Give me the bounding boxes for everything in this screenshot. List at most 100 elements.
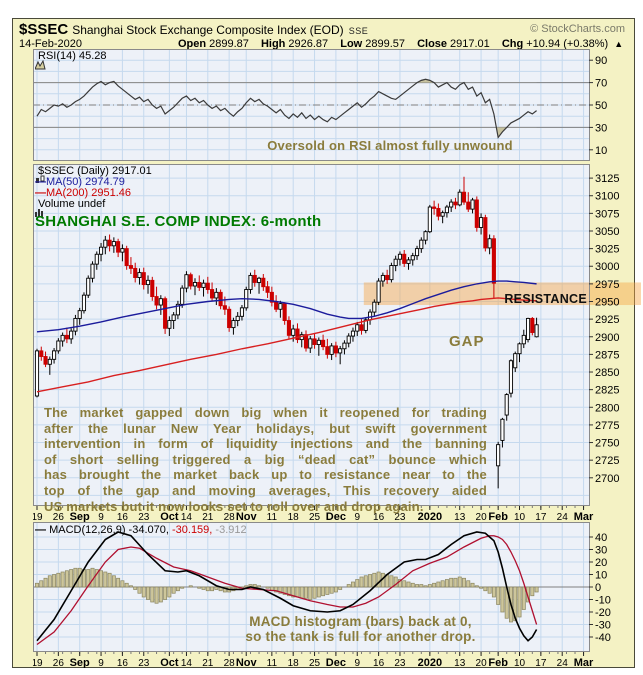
svg-text:2750: 2750 [595,438,619,450]
svg-text:9: 9 [354,512,360,522]
svg-text:3000: 3000 [595,261,619,273]
svg-text:18: 18 [288,658,300,668]
symbol: $SSEC [19,21,69,38]
svg-text:24: 24 [557,658,569,668]
chart-title: Shanghai Stock Exchange Composite Index … [72,23,344,37]
exchange: SSE [348,26,369,36]
svg-text:Oct: Oct [160,657,179,668]
svg-text:3100: 3100 [595,191,619,203]
svg-text:25: 25 [309,658,321,668]
svg-text:19: 19 [33,512,43,522]
rsi-legend-label: RSI(14) 45.28 [38,50,107,62]
svg-text:2850: 2850 [595,367,619,379]
high-label: High [260,38,286,50]
rsi-legend: RSI(14) 45.28 [35,50,107,70]
svg-text:10: 10 [595,145,607,157]
commentary-line: US markets but it now looks set to roll … [44,498,424,514]
close-value: 2917.01 [450,38,490,50]
close-label: Close [417,38,448,50]
svg-text:14: 14 [181,512,193,522]
svg-text:2800: 2800 [595,402,619,414]
svg-text:Nov: Nov [236,657,258,668]
macd-annotation: MACD histogram (bars) back at 0, so the … [218,614,503,644]
svg-text:Sep: Sep [70,511,90,522]
low-label: Low [340,38,363,50]
resistance-label: RESISTANCE [504,292,587,306]
svg-text:24: 24 [557,512,569,522]
svg-text:28: 28 [224,658,236,668]
svg-text:9: 9 [354,658,360,668]
svg-text:11: 11 [267,658,278,668]
svg-text:25: 25 [309,512,321,522]
svg-text:21: 21 [202,658,214,668]
svg-text:2775: 2775 [595,420,619,432]
svg-text:23: 23 [394,512,406,522]
svg-text:14: 14 [181,658,193,668]
svg-text:-10: -10 [595,595,611,607]
commentary-line: after the lunar New Year holidays, but s… [44,420,487,436]
svg-text:Nov: Nov [236,511,258,522]
svg-text:16: 16 [373,658,385,668]
svg-text:30: 30 [595,545,607,557]
rsi-annotation: Oversold on RSI almost fully unwound [267,138,513,153]
svg-text:16: 16 [117,512,129,522]
svg-text:-20: -20 [595,607,611,619]
svg-text:Feb: Feb [488,511,508,522]
svg-text:10: 10 [514,658,526,668]
chart-header: $SSEC Shanghai Stock Exchange Composite I… [19,21,629,38]
svg-text:2020: 2020 [418,511,442,522]
commentary-line: has brought the market back up to resist… [44,467,487,483]
price-legend-text: $SSEC (Daily) 2917.01 [38,165,152,177]
svg-text:30: 30 [595,122,607,134]
ohlc-row: Open 2899.87 High 2926.87 Low 2899.57 Close… [169,38,623,50]
svg-text:3025: 3025 [595,244,619,256]
svg-text:3075: 3075 [595,208,619,220]
svg-text:2725: 2725 [595,455,619,467]
chart-annotation-title: SHANGHAI S.E. COMP INDEX: 6-month [35,213,322,230]
ma200-swatch: — [35,187,46,199]
open-value: 2899.87 [209,38,249,50]
chg-value: +10.94 (+0.38%) [526,38,609,50]
svg-text:3050: 3050 [595,226,619,238]
signal-value: -30.159, [171,524,213,536]
svg-text:3125: 3125 [595,173,619,185]
svg-text:Sep: Sep [70,657,90,668]
svg-text:16: 16 [373,512,385,522]
svg-text:2700: 2700 [595,473,619,485]
svg-text:10: 10 [514,512,526,522]
macd-line-swatch: — [35,524,46,536]
svg-text:Dec: Dec [326,511,346,522]
macd-legend-name: MACD(12,26,9) [49,524,126,536]
svg-text:23: 23 [138,512,150,522]
svg-text:20: 20 [476,512,488,522]
svg-text:23: 23 [138,658,150,668]
ma50-legend-text: MA(50) 2974.79 [46,176,125,188]
svg-text:11: 11 [267,512,278,522]
svg-text:13: 13 [454,512,466,522]
price-legend-symbol: $SSEC (Daily) 2917.01 [35,165,152,183]
ma50-swatch: — [35,176,46,188]
svg-text:Dec: Dec [326,657,346,668]
macd-annotation-line: MACD histogram (bars) back at 0, [249,614,472,629]
svg-text:90: 90 [595,55,607,67]
svg-text:26: 26 [53,658,65,668]
price-panel: 3125 3100 3075 3050 3025 3000 2975 2950 2925 2900… [33,164,641,506]
ma200-legend: —MA(200) 2951.46 [35,188,131,199]
ma200-legend-text: MA(200) 2951.46 [46,187,131,199]
svg-text:2950: 2950 [595,297,619,309]
svg-text:19: 19 [33,658,43,668]
macd-value: -34.070, [128,524,169,536]
svg-text:Oct: Oct [160,511,179,522]
market-commentary: The market gapped down big when it reope… [44,405,487,514]
quote-line: 14-Feb-2020 Open 2899.87 High 2926.87 Low 2… [19,38,629,53]
gap-label: GAP [449,333,485,350]
svg-text:Mar: Mar [574,657,594,668]
svg-text:23: 23 [394,658,406,668]
svg-text:16: 16 [117,658,129,668]
macd-annotation-line: so the tank is full for another drop. [245,629,476,644]
svg-text:Mar: Mar [574,511,594,522]
svg-text:-40: -40 [595,632,611,644]
svg-text:2825: 2825 [595,385,619,397]
chg-label: Chg [501,38,524,50]
